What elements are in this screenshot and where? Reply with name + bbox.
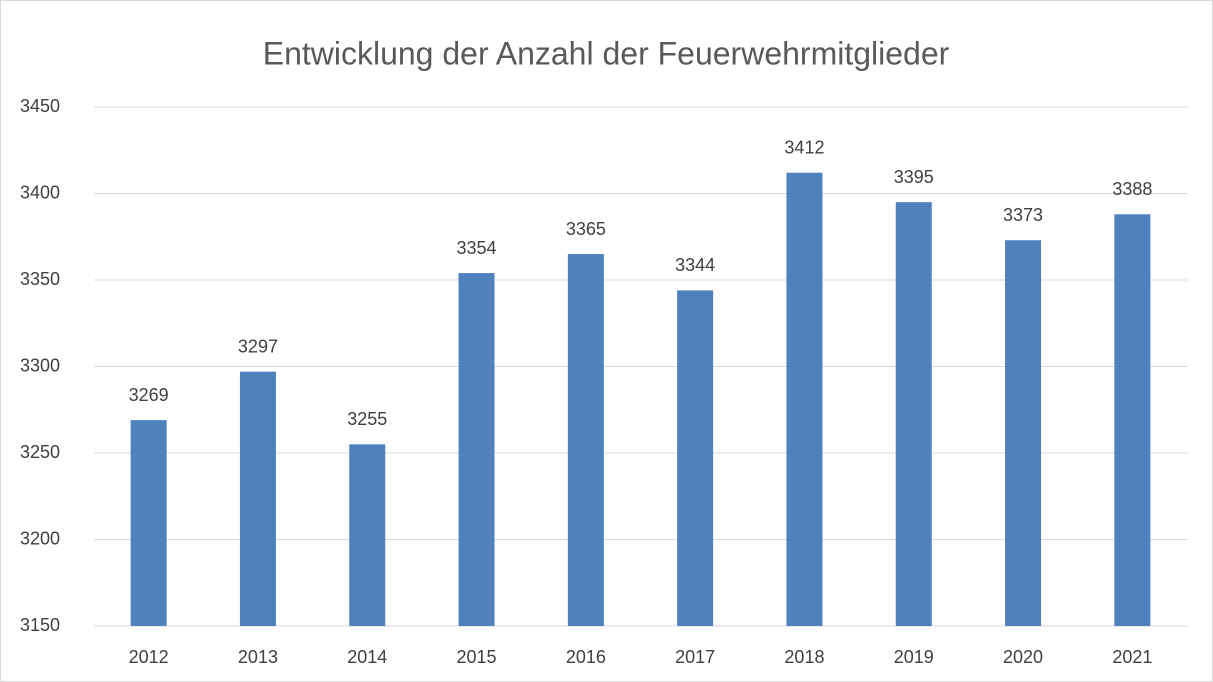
data-label: 3388	[1112, 179, 1152, 199]
data-label: 3412	[784, 137, 824, 157]
bar	[567, 254, 604, 627]
x-tick-label: 2018	[784, 647, 824, 667]
data-label: 3373	[1003, 205, 1043, 225]
data-label: 3365	[566, 219, 606, 239]
bar	[458, 273, 495, 626]
x-tick-label: 2021	[1112, 647, 1152, 667]
x-tick-label: 2019	[894, 647, 934, 667]
x-tick-label: 2016	[566, 647, 606, 667]
y-tick-label: 3450	[20, 96, 60, 116]
bar	[1005, 240, 1042, 626]
bar	[239, 371, 276, 626]
bar	[677, 290, 714, 626]
data-label: 3395	[894, 167, 934, 187]
data-label: 3344	[675, 255, 715, 275]
bar	[130, 420, 167, 626]
y-tick-label: 3350	[20, 269, 60, 289]
y-tick-label: 3250	[20, 442, 60, 462]
x-tick-label: 2012	[129, 647, 169, 667]
bar	[895, 202, 932, 626]
y-tick-label: 3300	[20, 355, 60, 375]
y-tick-label: 3150	[20, 615, 60, 635]
data-label: 3269	[129, 385, 169, 405]
x-tick-label: 2020	[1003, 647, 1043, 667]
bar	[1114, 214, 1151, 626]
bar	[349, 444, 386, 626]
data-label: 3297	[238, 336, 278, 356]
x-tick-label: 2017	[675, 647, 715, 667]
x-tick-label: 2014	[347, 647, 387, 667]
chart-title: Entwicklung der Anzahl der Feuerwehrmitg…	[263, 35, 950, 71]
bar	[786, 172, 823, 627]
y-tick-label: 3200	[20, 528, 60, 548]
x-tick-label: 2015	[457, 647, 497, 667]
data-label: 3255	[347, 409, 387, 429]
x-tick-label: 2013	[238, 647, 278, 667]
data-label: 3354	[457, 238, 497, 258]
y-tick-label: 3400	[20, 182, 60, 202]
